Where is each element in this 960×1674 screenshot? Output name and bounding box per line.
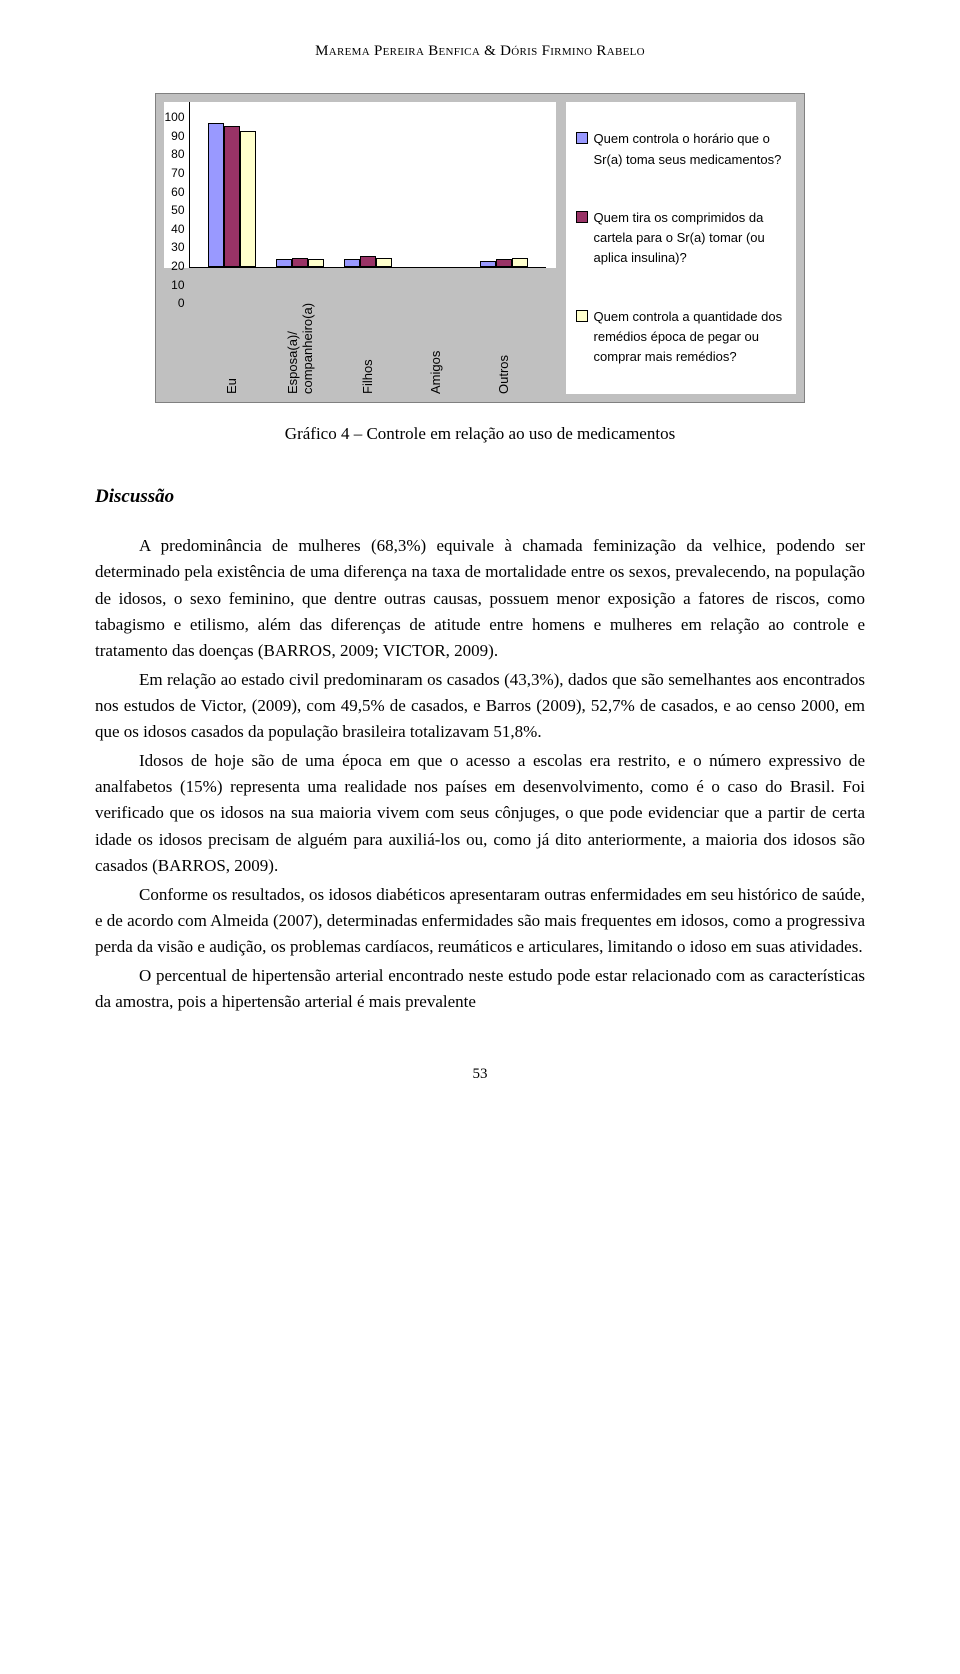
chart-bar	[512, 258, 528, 268]
chart-plot-area: 100 90 80 70 60 50 40 30 20 10 0	[164, 102, 555, 268]
chart-x-label: Filhos	[361, 274, 376, 394]
legend-swatch	[576, 211, 588, 223]
chart-category-group	[344, 256, 392, 267]
chart-x-label: Eu	[225, 274, 240, 394]
legend-label: Quem controla o horário que o Sr(a) toma…	[594, 129, 786, 169]
y-tick: 20	[171, 257, 184, 276]
chart-bar	[224, 126, 240, 267]
chart-bar	[276, 259, 292, 267]
page-header-authors: Marema Pereira Benfica & Dóris Firmino R…	[95, 40, 865, 63]
chart-category-group	[480, 258, 528, 268]
legend-label: Quem tira os comprimidos da cartela para…	[594, 208, 786, 268]
chart-category-group	[208, 123, 256, 267]
chart-bar	[308, 259, 324, 267]
chart-bar	[292, 258, 308, 268]
chart-plot-column: 100 90 80 70 60 50 40 30 20 10 0 EuE	[164, 102, 555, 394]
section-title-discussao: Discussão	[95, 482, 865, 511]
body-paragraph: O percentual de hipertensão arterial enc…	[95, 963, 865, 1016]
y-tick: 50	[171, 201, 184, 220]
body-paragraph: Conforme os resultados, os idosos diabét…	[95, 882, 865, 961]
y-tick: 80	[171, 145, 184, 164]
chart-x-label: Outros	[497, 274, 512, 394]
y-tick: 0	[178, 294, 185, 313]
chart-y-axis: 100 90 80 70 60 50 40 30 20 10 0	[164, 108, 188, 268]
chart-x-label: Esposa(a)/ companheiro(a)	[286, 274, 316, 394]
y-tick: 100	[164, 108, 184, 127]
legend-item: Quem tira os comprimidos da cartela para…	[576, 208, 786, 268]
chart-caption: Gráfico 4 – Controle em relação ao uso d…	[95, 421, 865, 447]
chart-category-group	[276, 258, 324, 268]
y-tick: 70	[171, 164, 184, 183]
chart-bars-zone	[189, 102, 546, 268]
chart-x-labels: Eu Esposa(a)/ companheiro(a) Filhos Amigos O…	[164, 274, 555, 394]
legend-swatch	[576, 132, 588, 144]
chart-container: 100 90 80 70 60 50 40 30 20 10 0 EuE	[95, 93, 865, 403]
chart-bar	[496, 259, 512, 267]
chart-bar	[360, 256, 376, 267]
chart-bar	[376, 258, 392, 268]
y-tick: 30	[171, 238, 184, 257]
legend-item: Quem controla o horário que o Sr(a) toma…	[576, 129, 786, 169]
chart-box: 100 90 80 70 60 50 40 30 20 10 0 EuE	[155, 93, 804, 403]
y-tick: 10	[171, 276, 184, 295]
body-paragraph: Em relação ao estado civil predominaram …	[95, 667, 865, 746]
y-tick: 60	[171, 183, 184, 202]
chart-bar	[240, 131, 256, 267]
y-tick: 40	[171, 220, 184, 239]
chart-bar	[344, 259, 360, 267]
legend-item: Quem controla a quantidade dos remédios …	[576, 307, 786, 367]
chart-bar	[208, 123, 224, 267]
page-number: 53	[95, 1063, 865, 1086]
legend-swatch	[576, 310, 588, 322]
legend-label: Quem controla a quantidade dos remédios …	[594, 307, 786, 367]
body-paragraph: A predominância de mulheres (68,3%) equi…	[95, 533, 865, 665]
chart-legend: Quem controla o horário que o Sr(a) toma…	[566, 102, 796, 394]
chart-x-label: Amigos	[429, 274, 444, 394]
chart-bar	[480, 261, 496, 267]
body-paragraph: Idosos de hoje são de uma época em que o…	[95, 748, 865, 880]
y-tick: 90	[171, 127, 184, 146]
